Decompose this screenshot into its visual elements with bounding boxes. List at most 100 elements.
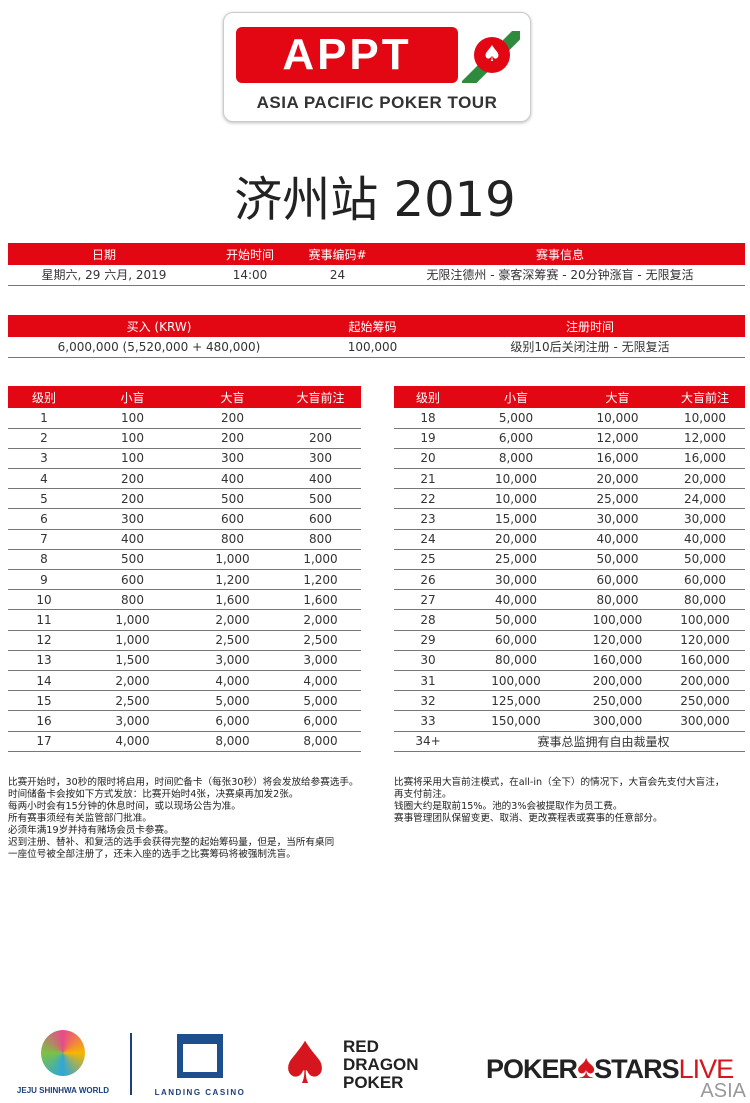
pokerstars-text-poker: POKER: [486, 1054, 578, 1084]
cell-big-blind: 5,000: [185, 690, 280, 712]
cell-level: 29: [394, 630, 462, 651]
cell-bb-ante: 300,000: [665, 710, 745, 732]
cell-big-blind: 250,000: [570, 690, 665, 712]
cell-level: 1: [8, 408, 80, 429]
note-line: 每两小时会有15分钟的休息时间，或以现场公告为准。: [8, 801, 241, 812]
cell-big-blind: 80,000: [570, 589, 665, 611]
cell-big-blind: 400: [185, 468, 280, 490]
cell-bb-ante: 1,200: [280, 569, 361, 591]
starting-stack-value: 100,000: [310, 337, 435, 358]
cell-bb-ante: 5,000: [280, 690, 361, 712]
table-row: 17 4,000 8,000 8,000: [8, 731, 361, 752]
table-row: 6 300 600 600: [8, 508, 361, 530]
cell-bb-ante: 160,000: [665, 650, 745, 671]
header-level: 级别: [394, 386, 462, 408]
header-event-info: 赛事信息: [375, 243, 745, 265]
cell-big-blind: 800: [185, 529, 280, 550]
cell-small-blind: 6,000: [462, 428, 570, 449]
pokerstars-spade-icon: ♠: [462, 31, 520, 83]
cell-big-blind: 1,000: [185, 549, 280, 571]
cell-level: 30: [394, 650, 462, 671]
cell-big-blind: 25,000: [570, 488, 665, 510]
pokerstars-text-live: LIVE: [678, 1054, 735, 1084]
page-title: 济州站 2019: [234, 172, 516, 228]
cell-big-blind: 12,000: [570, 428, 665, 449]
table-row: 33 150,000 300,000 300,000: [394, 710, 745, 732]
note-line: 赛事管理团队保留变更、取消、更改赛程表或赛事的任意部分。: [394, 813, 663, 824]
cell-bb-ante: 200: [280, 428, 361, 449]
cell-level: 9: [8, 569, 80, 591]
red-dragon-line: DRAGON: [343, 1055, 419, 1074]
table-row: 9 600 1,200 1,200: [8, 569, 361, 591]
header-big-blind: 大盲: [570, 386, 665, 408]
table-row: 8 500 1,000 1,000: [8, 549, 361, 571]
cell-level: 6: [8, 508, 80, 530]
cell-small-blind: 50,000: [462, 609, 570, 631]
cell-level: 11: [8, 609, 80, 631]
cell-big-blind: 2,000: [185, 609, 280, 631]
table-row: 21 10,000 20,000 20,000: [394, 468, 745, 490]
cell-bb-ante: 500: [280, 488, 361, 510]
landing-emblem-icon: [177, 1034, 223, 1078]
cell-big-blind: 50,000: [570, 549, 665, 571]
header-small-blind: 小盲: [462, 386, 570, 408]
cell-big-blind: 1,600: [185, 589, 280, 611]
cell-big-blind: 300,000: [570, 710, 665, 732]
cell-big-blind: 1,200: [185, 569, 280, 591]
table-row: 13 1,500 3,000 3,000: [8, 650, 361, 671]
cell-bb-ante: 40,000: [665, 529, 745, 550]
final-level: 34+: [394, 731, 462, 752]
cell-bb-ante: 400: [280, 468, 361, 490]
cell-level: 23: [394, 508, 462, 530]
table-row: 25 25,000 50,000 50,000: [394, 549, 745, 571]
cell-level: 14: [8, 670, 80, 692]
header-start-time: 开始时间: [200, 243, 300, 265]
table-row: 22 10,000 25,000 24,000: [394, 488, 745, 510]
note-line: 再支付前注。: [394, 789, 452, 800]
jeju-flower-icon: [41, 1030, 85, 1076]
cell-bb-ante: 300: [280, 448, 361, 470]
table-row: 34+ 赛事总监拥有自由裁量权: [394, 731, 745, 752]
header-small-blind: 小盲: [80, 386, 185, 408]
red-dragon-logo: RED DRAGON POKER: [343, 1038, 419, 1092]
table-row: 2 100 200 200: [8, 428, 361, 449]
header-bb-ante: 大盲前注: [280, 386, 361, 408]
cell-bb-ante: 50,000: [665, 549, 745, 571]
cell-big-blind: 16,000: [570, 448, 665, 470]
cell-bb-ante: 2,000: [280, 609, 361, 631]
table-row: 4 200 400 400: [8, 468, 361, 490]
landing-label: LANDING CASINO: [154, 1088, 246, 1097]
cell-small-blind: 100: [80, 408, 185, 429]
cell-level: 16: [8, 710, 80, 732]
header-big-blind: 大盲: [185, 386, 280, 408]
table-row: 30 80,000 160,000 160,000: [394, 650, 745, 671]
cell-level: 13: [8, 650, 80, 671]
cell-level: 8: [8, 549, 80, 571]
cell-level: 10: [8, 589, 80, 611]
cell-big-blind: 40,000: [570, 529, 665, 550]
cell-bb-ante: 800: [280, 529, 361, 550]
cell-bb-ante: 200,000: [665, 670, 745, 692]
cell-bb-ante: 1,000: [280, 549, 361, 571]
table-row: 32 125,000 250,000 250,000: [394, 690, 745, 712]
pokerstars-text-asia: ASIA: [700, 1080, 746, 1102]
note-line: 时间储备卡会按如下方式发放：比赛开始时4张，决赛桌再加发2张。: [8, 789, 299, 800]
event-start-time: 14:00: [200, 265, 300, 286]
table-row: 3 100 300 300: [8, 448, 361, 470]
appt-logo: APPT ♠ ASIA PACIFIC POKER TOUR: [223, 12, 531, 122]
red-dragon-icon: ♠: [279, 1029, 331, 1097]
cell-small-blind: 2,000: [80, 670, 185, 692]
event-table: 日期 开始时间 赛事编码# 赛事信息 星期六, 29 六月, 2019 14:00 24 无…: [8, 243, 745, 286]
cell-small-blind: 100,000: [462, 670, 570, 692]
note-line: 钱圈大约是取前15%。池的3%会被提取作为员工费。: [394, 801, 623, 812]
spade-star-icon: ♠: [577, 1048, 595, 1086]
cell-level: 17: [8, 731, 80, 752]
cell-big-blind: 6,000: [185, 710, 280, 732]
cell-level: 5: [8, 488, 80, 510]
appt-subtitle: ASIA PACIFIC POKER TOUR: [256, 93, 498, 112]
cell-bb-ante: 100,000: [665, 609, 745, 631]
table-row: 1 100 200: [8, 408, 361, 429]
table-row: 16 3,000 6,000 6,000: [8, 710, 361, 732]
table-row: 29 60,000 120,000 120,000: [394, 630, 745, 651]
cell-small-blind: 2,500: [80, 690, 185, 712]
